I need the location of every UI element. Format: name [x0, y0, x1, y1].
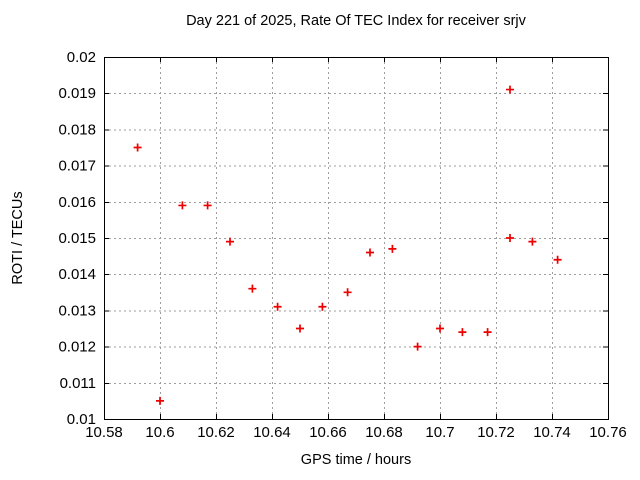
data-point	[343, 288, 352, 297]
x-axis-label: GPS time / hours	[300, 452, 412, 468]
y-tick-label: 0.019	[58, 85, 96, 102]
data-point	[553, 255, 562, 264]
x-tick-label: 10.6	[145, 424, 174, 441]
x-tick-label: 10.72	[477, 424, 515, 441]
x-tick-label: 10.62	[197, 424, 235, 441]
data-point	[366, 248, 374, 257]
data-point	[273, 302, 282, 311]
x-tick-label: 10.68	[365, 424, 403, 441]
data-point	[226, 237, 234, 246]
x-tick-label: 10.58	[85, 424, 123, 441]
x-tick-label: 10.64	[253, 424, 291, 441]
data-point	[436, 324, 444, 333]
y-tick-label: 0.011	[60, 375, 96, 392]
y-tick-label: 0.01	[67, 411, 96, 428]
chart-title: Day 221 of 2025, Rate Of TEC Index for r…	[186, 13, 526, 29]
data-point	[248, 284, 257, 293]
x-tick-label: 10.76	[589, 424, 627, 441]
plot-frame	[104, 57, 609, 420]
data-point	[483, 328, 492, 337]
data-point	[133, 143, 142, 152]
y-tick-label: 0.016	[58, 194, 96, 211]
x-tick-label: 10.66	[309, 424, 347, 441]
y-tick-label: 0.015	[58, 230, 96, 247]
data-point	[388, 244, 397, 253]
y-tick-label: 0.02	[67, 49, 96, 66]
y-tick-label: 0.012	[58, 339, 96, 356]
y-tick-label: 0.017	[58, 158, 96, 175]
y-tick-label: 0.018	[58, 121, 96, 138]
y-tick-label: 0.014	[58, 266, 96, 283]
data-point	[318, 302, 327, 311]
data-point	[156, 396, 164, 405]
y-tick-label: 0.013	[58, 302, 96, 319]
data-point	[203, 201, 212, 210]
x-tick-label: 10.74	[533, 424, 571, 441]
data-point	[178, 201, 187, 210]
data-point	[528, 237, 537, 246]
x-tick-label: 10.7	[425, 424, 454, 441]
data-point	[413, 342, 422, 351]
data-point	[296, 324, 304, 333]
data-point	[506, 234, 514, 242]
data-point	[458, 328, 467, 337]
data-point	[506, 85, 514, 94]
